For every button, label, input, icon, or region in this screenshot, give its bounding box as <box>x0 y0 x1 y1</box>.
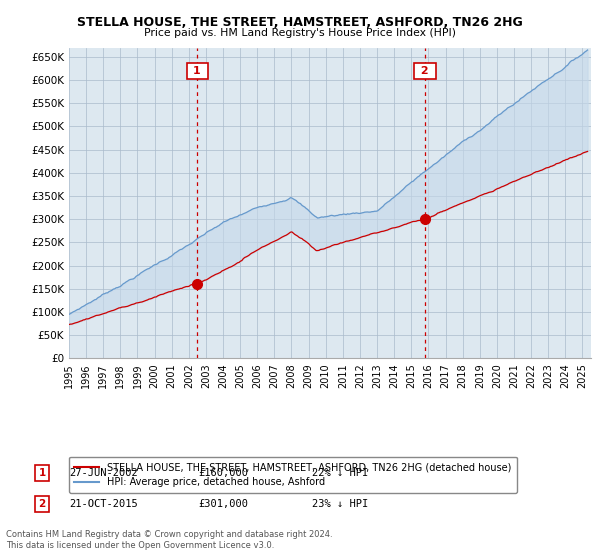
Text: This data is licensed under the Open Government Licence v3.0.: This data is licensed under the Open Gov… <box>6 541 274 550</box>
Text: Contains HM Land Registry data © Crown copyright and database right 2024.: Contains HM Land Registry data © Crown c… <box>6 530 332 539</box>
Text: 2: 2 <box>417 66 433 76</box>
Legend: STELLA HOUSE, THE STREET, HAMSTREET, ASHFORD, TN26 2HG (detached house), HPI: Av: STELLA HOUSE, THE STREET, HAMSTREET, ASH… <box>68 456 517 493</box>
Text: 1: 1 <box>190 66 205 76</box>
Text: 21-OCT-2015: 21-OCT-2015 <box>69 499 138 509</box>
Text: 22% ↓ HPI: 22% ↓ HPI <box>312 468 368 478</box>
Text: 27-JUN-2002: 27-JUN-2002 <box>69 468 138 478</box>
Text: STELLA HOUSE, THE STREET, HAMSTREET, ASHFORD, TN26 2HG: STELLA HOUSE, THE STREET, HAMSTREET, ASH… <box>77 16 523 29</box>
Text: 23% ↓ HPI: 23% ↓ HPI <box>312 499 368 509</box>
Text: 2: 2 <box>38 499 46 509</box>
Text: 1: 1 <box>38 468 46 478</box>
Text: £160,000: £160,000 <box>198 468 248 478</box>
Text: Price paid vs. HM Land Registry's House Price Index (HPI): Price paid vs. HM Land Registry's House … <box>144 28 456 38</box>
Text: £301,000: £301,000 <box>198 499 248 509</box>
